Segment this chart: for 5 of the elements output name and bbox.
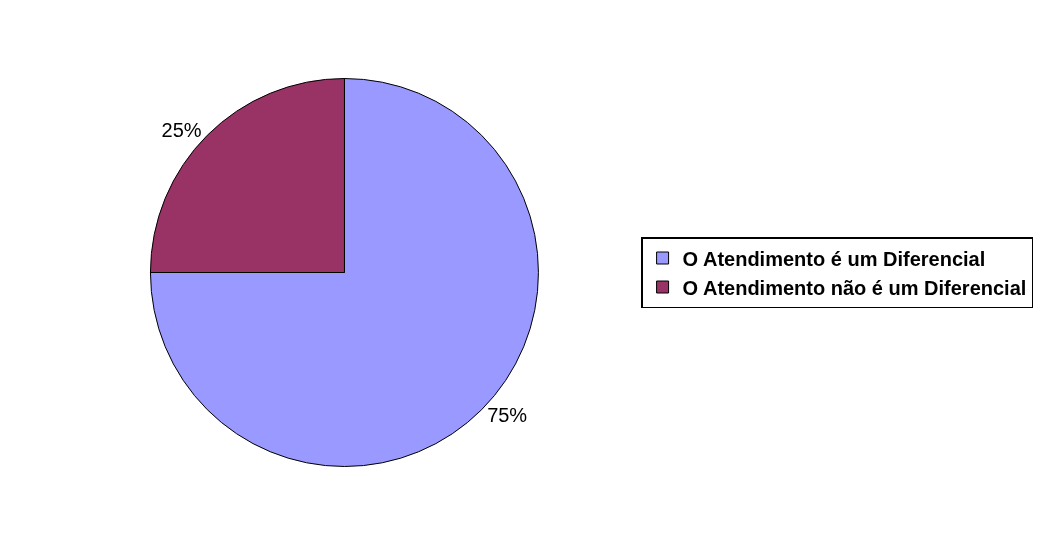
- data-label: 25%: [161, 118, 202, 141]
- data-label: 75%: [487, 404, 528, 427]
- legend-label: O Atendimento é um Diferencial: [682, 247, 986, 270]
- legend-label: O Atendimento não é um Diferencial: [682, 276, 1027, 299]
- pie-slice: [149, 78, 539, 467]
